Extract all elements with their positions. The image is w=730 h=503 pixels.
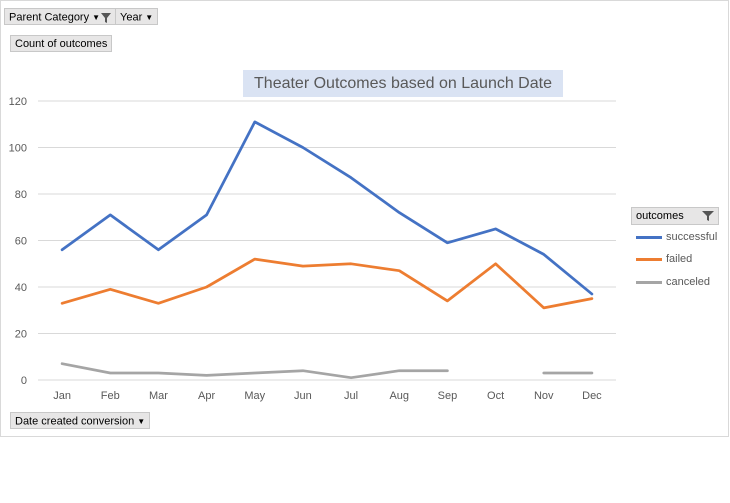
- filter-funnel-icon: [702, 211, 714, 221]
- data-point-failed[interactable]: [107, 286, 113, 292]
- x-tick-label: Aug: [389, 390, 409, 402]
- data-point-successful[interactable]: [348, 175, 354, 181]
- x-tick-label: Feb: [101, 390, 120, 402]
- x-tick-label: Oct: [487, 390, 504, 402]
- legend-label: canceled: [666, 276, 711, 288]
- series-successful: [59, 119, 594, 296]
- data-point-successful[interactable]: [444, 240, 450, 246]
- dropdown-arrow-icon: ▼: [92, 13, 101, 22]
- x-tick-label: Jul: [344, 390, 358, 402]
- data-point-successful[interactable]: [541, 251, 547, 257]
- data-point-failed[interactable]: [204, 284, 210, 290]
- gridlines: [38, 100, 616, 381]
- data-point-canceled[interactable]: [300, 368, 306, 374]
- y-tick-label: 40: [15, 282, 27, 294]
- legend-swatch: [636, 280, 662, 284]
- legend-item-canceled: canceled: [636, 275, 710, 289]
- axis-field-label: Date created conversion: [15, 415, 135, 428]
- x-axis-ticks: Jan Feb Mar Apr May Jun Jul Aug Sep Oct Nov Dec: [53, 390, 602, 402]
- data-point-failed[interactable]: [396, 268, 402, 274]
- legend-title: outcomes: [636, 210, 684, 222]
- data-point-failed[interactable]: [493, 261, 499, 267]
- data-point-successful[interactable]: [107, 212, 113, 218]
- filter-funnel-icon: [101, 12, 112, 23]
- y-axis-ticks: 0 20 40 60 80 100 120: [9, 96, 27, 387]
- data-point-canceled[interactable]: [444, 368, 450, 374]
- y-tick-label: 0: [21, 375, 27, 387]
- data-point-failed[interactable]: [541, 305, 547, 311]
- y-tick-label: 80: [15, 189, 27, 201]
- data-point-successful[interactable]: [204, 212, 210, 218]
- data-point-failed[interactable]: [348, 261, 354, 267]
- data-point-failed[interactable]: [444, 298, 450, 304]
- value-field-button[interactable]: Count of outcomes: [10, 35, 113, 52]
- legend-item-successful: successful: [636, 230, 717, 244]
- series-line-failed[interactable]: [60, 257, 594, 310]
- axis-field-button[interactable]: Date created conversion ▼: [10, 412, 151, 429]
- data-point-successful[interactable]: [396, 210, 402, 216]
- y-tick-label: 120: [9, 96, 27, 108]
- x-tick-label: Jun: [294, 390, 312, 402]
- legend-label: successful: [666, 231, 718, 243]
- series-canceled: [59, 361, 595, 381]
- legend-item-failed: failed: [636, 252, 692, 266]
- y-tick-label: 20: [15, 329, 27, 341]
- year-filter-button[interactable]: Year ▼: [115, 8, 159, 25]
- series-line-successful[interactable]: [60, 120, 594, 296]
- legend-swatch: [636, 257, 662, 261]
- chart-title: Theater Outcomes based on Launch Date: [243, 70, 563, 97]
- data-point-canceled[interactable]: [252, 370, 258, 376]
- x-tick-label: Mar: [149, 390, 168, 402]
- legend-swatch: [636, 235, 662, 239]
- dropdown-arrow-icon: ▼: [137, 417, 146, 426]
- y-tick-label: 60: [15, 236, 27, 248]
- parent-category-label: Parent Category: [9, 11, 90, 24]
- x-tick-label: Nov: [534, 390, 554, 402]
- x-tick-label: Apr: [198, 390, 215, 402]
- data-point-canceled[interactable]: [348, 375, 354, 381]
- data-point-failed[interactable]: [300, 263, 306, 269]
- data-point-successful[interactable]: [59, 247, 65, 253]
- x-tick-label: Jan: [53, 390, 71, 402]
- data-point-failed[interactable]: [155, 300, 161, 306]
- legend-filter-button[interactable]: outcomes: [631, 207, 719, 225]
- data-point-canceled[interactable]: [541, 370, 547, 376]
- data-point-successful[interactable]: [493, 226, 499, 232]
- x-tick-label: May: [244, 390, 265, 402]
- series-line-canceled[interactable]: [60, 362, 594, 380]
- data-point-successful[interactable]: [300, 145, 306, 151]
- data-point-canceled[interactable]: [589, 370, 595, 376]
- value-field-label: Count of outcomes: [15, 38, 108, 50]
- data-point-canceled[interactable]: [107, 370, 113, 376]
- data-point-failed[interactable]: [252, 256, 258, 262]
- data-point-canceled[interactable]: [396, 368, 402, 374]
- data-point-canceled[interactable]: [155, 370, 161, 376]
- legend-label: failed: [666, 253, 693, 265]
- data-point-canceled[interactable]: [204, 372, 210, 378]
- data-point-failed[interactable]: [589, 296, 595, 302]
- data-point-failed[interactable]: [59, 300, 65, 306]
- dropdown-arrow-icon: ▼: [145, 13, 154, 22]
- series-lines: [59, 119, 595, 381]
- line-plot: 0 20 40 60 80 100 120 Jan Feb Mar Apr May Jun Jul Aug…: [9, 96, 616, 402]
- year-label: Year: [120, 11, 143, 24]
- series-failed: [59, 256, 595, 311]
- parent-category-filter-button[interactable]: Parent Category ▼: [4, 8, 117, 25]
- data-point-canceled[interactable]: [59, 361, 65, 367]
- x-tick-label: Dec: [582, 390, 602, 402]
- data-point-successful[interactable]: [155, 247, 161, 253]
- y-tick-label: 100: [9, 143, 27, 155]
- x-tick-label: Sep: [438, 390, 458, 402]
- data-point-successful[interactable]: [252, 119, 258, 125]
